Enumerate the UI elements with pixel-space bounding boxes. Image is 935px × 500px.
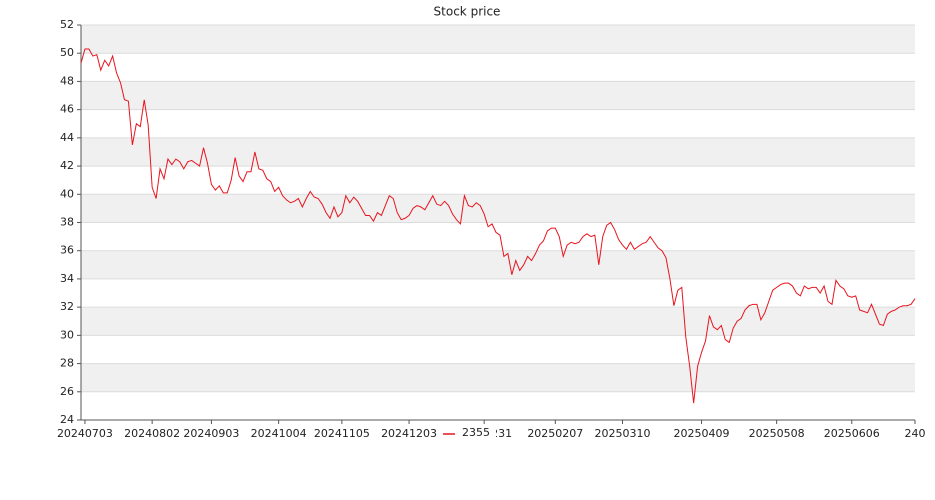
- x-tick-label: 240: [905, 427, 926, 440]
- y-tick-label: 24: [60, 413, 74, 426]
- grid-band: [81, 194, 915, 223]
- x-tick-label: 20240903: [183, 427, 239, 440]
- x-tick-label: 20250409: [674, 427, 730, 440]
- legend-label: 2355: [462, 426, 490, 439]
- y-tick-label: 42: [60, 159, 74, 172]
- y-tick-label: 40: [60, 187, 74, 200]
- grid-band: [81, 363, 915, 392]
- y-tick-label: 30: [60, 328, 74, 341]
- x-tick-label: 20250310: [595, 427, 651, 440]
- x-tick-label: 20240802: [124, 427, 180, 440]
- y-tick-label: 46: [60, 103, 74, 116]
- chart-title: Stock price: [434, 5, 501, 19]
- y-tick-label: 32: [60, 300, 74, 313]
- grid-band: [81, 137, 915, 167]
- y-tick-label: 28: [60, 357, 74, 370]
- legend-box: [440, 426, 496, 442]
- y-tick-label: 38: [60, 216, 74, 229]
- grid-band: [81, 25, 915, 54]
- x-tick-label: 20241203: [381, 427, 437, 440]
- y-tick-label: 34: [60, 272, 74, 285]
- y-tick-label: 50: [60, 46, 74, 59]
- y-tick-label: 26: [60, 385, 74, 398]
- x-tick-label: 20240703: [57, 427, 113, 440]
- x-tick-label: 20241004: [251, 427, 307, 440]
- x-tick-label: 20250207: [527, 427, 583, 440]
- grid-band: [81, 250, 915, 279]
- y-tick-label: 36: [60, 244, 74, 257]
- grid-band: [81, 81, 915, 110]
- x-tick-label: 20250508: [749, 427, 805, 440]
- grid-band: [81, 307, 915, 336]
- x-tick-label: 20241105: [314, 427, 370, 440]
- y-tick-label: 48: [60, 74, 74, 87]
- x-tick-label: 20250606: [824, 427, 880, 440]
- y-tick-label: 52: [60, 18, 74, 31]
- price-line: [80, 48, 916, 404]
- y-tick-label: 44: [60, 131, 74, 144]
